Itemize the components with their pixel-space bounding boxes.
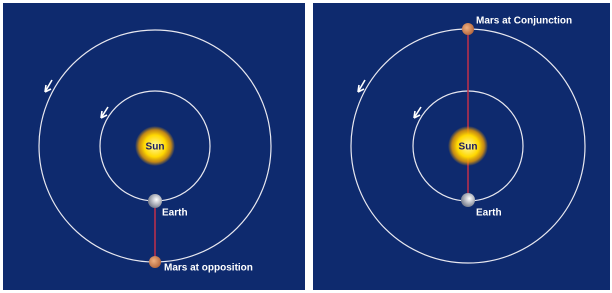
sun-label: Sun xyxy=(459,142,478,153)
mars-label: Mars at opposition xyxy=(164,263,253,274)
panel-conjunction: Sun Earth Mars at Conjunction xyxy=(313,3,610,290)
earth xyxy=(461,193,475,207)
earth xyxy=(148,194,162,208)
sun-label: Sun xyxy=(146,142,165,153)
mars-label: Mars at Conjunction xyxy=(476,16,572,27)
earth-label: Earth xyxy=(476,208,502,219)
panel-opposition: Sun Earth Mars at opposition xyxy=(3,3,305,290)
diagram: Sun Earth Mars at opposition Sun Earth M… xyxy=(0,0,612,293)
earth-label: Earth xyxy=(162,208,188,219)
mars xyxy=(149,256,161,268)
mars xyxy=(462,23,474,35)
